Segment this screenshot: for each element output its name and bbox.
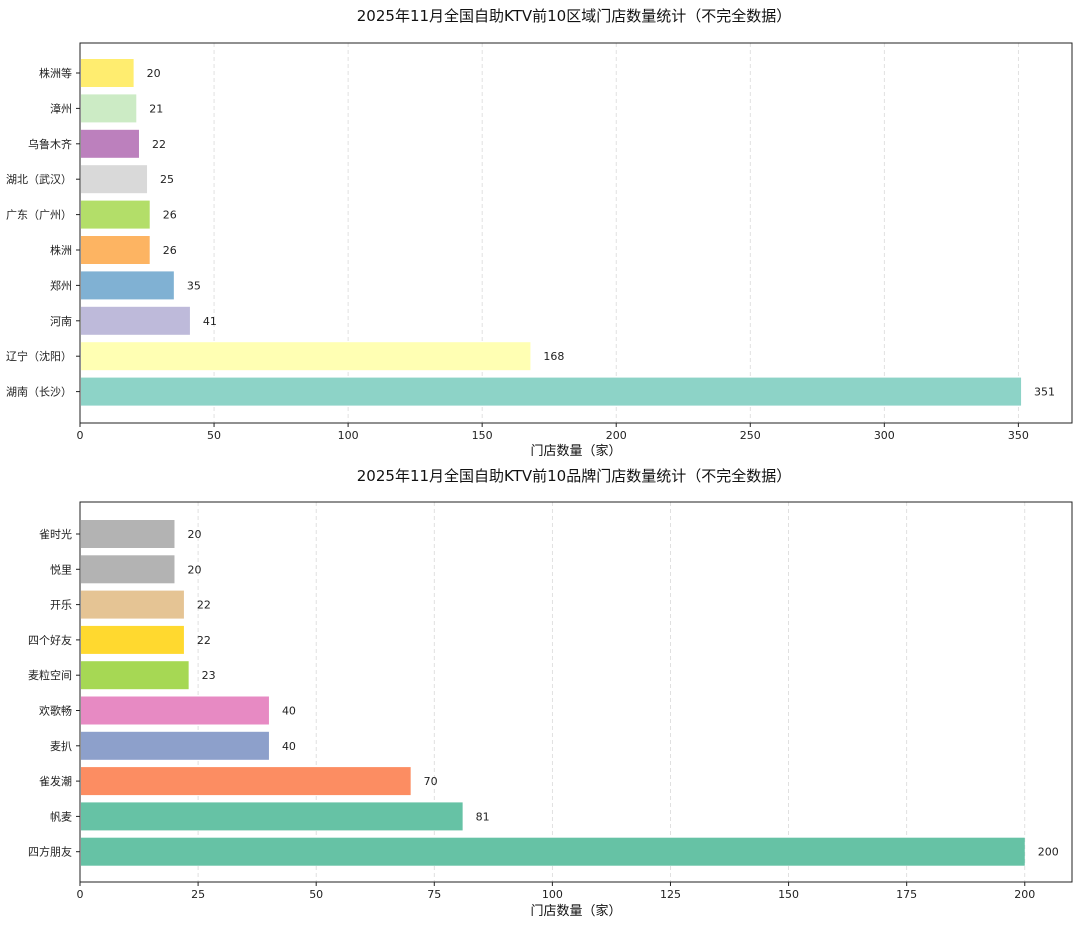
brand-bar xyxy=(81,661,189,690)
region-chart-xlabel: 门店数量（家） xyxy=(530,443,621,459)
region-bar xyxy=(81,236,150,264)
brand-category-label: 悦里 xyxy=(50,562,72,576)
region-tick-label: 200 xyxy=(606,429,627,442)
brand-bar xyxy=(81,555,175,584)
region-bar xyxy=(81,271,174,300)
region-bar xyxy=(81,306,190,335)
region-bar xyxy=(81,94,137,123)
brand-chart-xlabel: 门店数量（家） xyxy=(530,903,621,919)
brand-tick-label: 50 xyxy=(309,888,323,901)
brand-value-label: 81 xyxy=(476,810,490,823)
brand-category-label: 帆麦 xyxy=(50,809,72,823)
brand-value-label: 20 xyxy=(187,563,201,576)
region-bar xyxy=(81,59,134,87)
brand-bar xyxy=(81,802,463,831)
brand-category-label: 欢歌畅 xyxy=(39,704,72,718)
region-value-label: 168 xyxy=(543,350,564,363)
brand-tick-label: 100 xyxy=(542,888,563,901)
region-value-label: 25 xyxy=(160,173,174,186)
brand-chart: 2025年11月全国自助KTV前10品牌门店数量统计（不完全数据） 雀时光悦里开… xyxy=(28,467,1073,919)
region-category-label: 乌鲁木齐 xyxy=(28,137,72,151)
brand-value-label: 70 xyxy=(424,775,438,788)
region-value-label: 21 xyxy=(149,102,163,115)
region-bar xyxy=(81,165,148,194)
region-category-label: 辽宁（沈阳） xyxy=(6,349,72,363)
region-category-label: 广东（广州） xyxy=(6,209,72,222)
brand-category-label: 开乐 xyxy=(50,599,72,612)
brand-bar xyxy=(81,731,269,760)
brand-value-label: 22 xyxy=(197,634,211,647)
region-category-label: 河南 xyxy=(50,315,72,328)
brand-tick-label: 175 xyxy=(896,888,917,901)
region-bar xyxy=(81,200,150,229)
brand-bar xyxy=(81,767,411,796)
brand-value-label: 22 xyxy=(197,599,211,612)
brand-bar xyxy=(81,590,184,619)
region-bar xyxy=(81,377,1022,406)
region-value-label: 41 xyxy=(203,315,217,328)
brand-tick-label: 150 xyxy=(778,888,799,901)
region-chart-frame xyxy=(79,42,1073,424)
region-bar xyxy=(81,129,139,158)
brand-category-label: 四个好友 xyxy=(28,633,72,647)
brand-value-label: 40 xyxy=(282,740,296,753)
brand-bar xyxy=(81,625,184,654)
brand-bar xyxy=(81,696,269,725)
brand-tick-label: 0 xyxy=(77,888,84,901)
brand-category-label: 雀发潮 xyxy=(39,774,72,788)
brand-chart-frame xyxy=(79,501,1073,883)
brand-category-label: 雀时光 xyxy=(39,527,72,541)
region-category-label: 株洲等 xyxy=(39,66,72,80)
brand-tick-label: 200 xyxy=(1014,888,1035,901)
brand-category-label: 麦粒空间 xyxy=(28,668,72,682)
brand-tick-label: 125 xyxy=(660,888,681,901)
brand-bar xyxy=(81,520,175,548)
region-tick-label: 0 xyxy=(77,429,84,442)
brand-chart-title: 2025年11月全国自助KTV前10品牌门店数量统计（不完全数据） xyxy=(357,467,791,485)
region-category-label: 株洲 xyxy=(50,243,72,257)
region-bar xyxy=(81,342,531,371)
region-chart: 2025年11月全国自助KTV前10区域门店数量统计（不完全数据） 株洲等漳州乌… xyxy=(6,7,1073,459)
brand-value-label: 40 xyxy=(282,705,296,718)
brand-bar xyxy=(81,837,1025,866)
region-tick-label: 250 xyxy=(740,429,761,442)
region-value-label: 22 xyxy=(152,138,166,151)
region-category-label: 湖北（武汉） xyxy=(6,173,72,186)
region-value-label: 26 xyxy=(163,244,177,257)
brand-category-label: 麦扒 xyxy=(50,739,72,753)
region-tick-label: 350 xyxy=(1008,429,1029,442)
brand-tick-label: 25 xyxy=(191,888,205,901)
region-value-label: 20 xyxy=(147,67,161,80)
region-category-label: 湖南（长沙） xyxy=(6,386,72,399)
region-tick-label: 150 xyxy=(472,429,493,442)
region-value-label: 26 xyxy=(163,209,177,222)
brand-value-label: 23 xyxy=(202,669,216,682)
region-category-label: 郑州 xyxy=(50,278,72,292)
region-tick-label: 300 xyxy=(874,429,895,442)
region-value-label: 351 xyxy=(1034,386,1055,399)
brand-category-label: 四方朋友 xyxy=(28,845,72,859)
region-category-label: 漳州 xyxy=(50,101,72,115)
region-chart-title: 2025年11月全国自助KTV前10区域门店数量统计（不完全数据） xyxy=(357,7,791,25)
brand-tick-label: 75 xyxy=(427,888,441,901)
region-tick-label: 100 xyxy=(338,429,359,442)
brand-value-label: 200 xyxy=(1038,846,1059,859)
region-tick-label: 50 xyxy=(207,429,221,442)
region-value-label: 35 xyxy=(187,279,201,292)
brand-value-label: 20 xyxy=(187,528,201,541)
